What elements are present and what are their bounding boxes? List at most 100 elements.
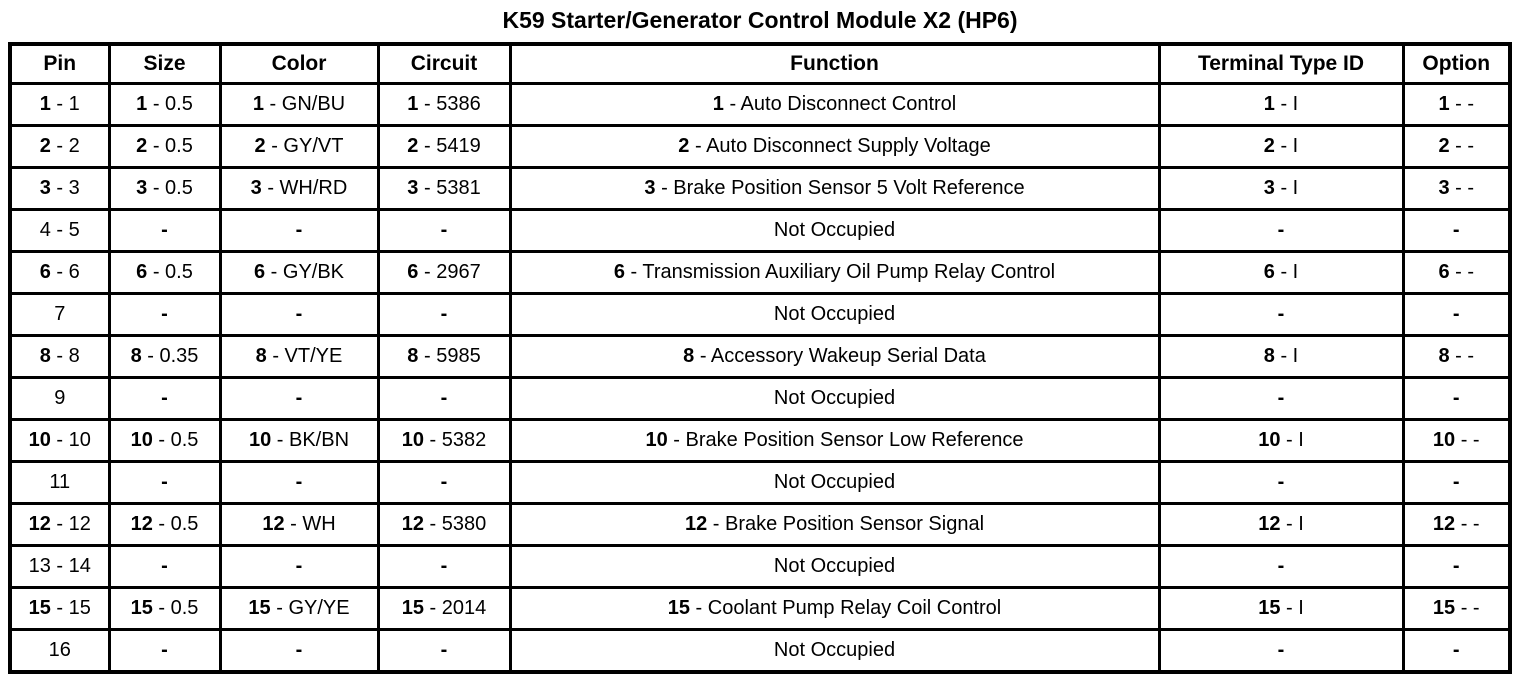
cell-terminal-type-id: 10 - I (1157, 418, 1405, 463)
cell-terminal-type-id: - (1157, 544, 1405, 589)
cell-function: 10 - Brake Position Sensor Low Reference (508, 418, 1161, 463)
cell-size: - (107, 376, 222, 421)
pinout-table: Pin Size Color Circuit Function Terminal… (8, 42, 1512, 674)
col-header-color: Color (218, 42, 380, 85)
cell-color: 8 - VT/YE (218, 334, 380, 379)
cell-function: Not Occupied (508, 628, 1161, 674)
cell-pin: 16 (8, 628, 111, 674)
col-header-pin: Pin (8, 42, 111, 85)
cell-function: 3 - Brake Position Sensor 5 Volt Referen… (508, 166, 1161, 211)
cell-terminal-type-id: 3 - I (1157, 166, 1405, 211)
cell-circuit: - (376, 208, 512, 253)
cell-color: - (218, 544, 380, 589)
cell-terminal-type-id: - (1157, 376, 1405, 421)
cell-circuit: - (376, 544, 512, 589)
cell-function: Not Occupied (508, 292, 1161, 337)
header-row: Pin Size Color Circuit Function Terminal… (8, 42, 1512, 85)
cell-size: - (107, 544, 222, 589)
cell-size: - (107, 208, 222, 253)
cell-option: - (1401, 376, 1512, 421)
cell-pin: 4 - 5 (8, 208, 111, 253)
cell-size: 1 - 0.5 (107, 82, 222, 127)
cell-pin: 7 (8, 292, 111, 337)
table-row: 6 - 6 6 - 0.5 6 - GY/BK 6 - 2967 6 - Tra… (8, 250, 1512, 295)
col-header-function: Function (508, 42, 1161, 85)
cell-function: 1 - Auto Disconnect Control (508, 82, 1161, 127)
page-title: K59 Starter/Generator Control Module X2 … (502, 7, 1018, 33)
table-row: 12 - 12 12 - 0.5 12 - WH 12 - 5380 12 - … (8, 502, 1512, 547)
cell-terminal-type-id: - (1157, 460, 1405, 505)
cell-color: 15 - GY/YE (218, 586, 380, 631)
cell-pin: 3 - 3 (8, 166, 111, 211)
cell-option: 2 - - (1401, 124, 1512, 169)
cell-pin: 8 - 8 (8, 334, 111, 379)
col-header-option: Option (1401, 42, 1512, 85)
cell-option: 6 - - (1401, 250, 1512, 295)
cell-size: - (107, 628, 222, 674)
cell-pin: 9 (8, 376, 111, 421)
cell-color: - (218, 460, 380, 505)
cell-pin: 10 - 10 (8, 418, 111, 463)
cell-circuit: - (376, 628, 512, 674)
table-row: 1 - 1 1 - 0.5 1 - GN/BU 1 - 5386 1 - Aut… (8, 82, 1512, 127)
cell-size: - (107, 292, 222, 337)
cell-color: - (218, 208, 380, 253)
cell-function: 12 - Brake Position Sensor Signal (508, 502, 1161, 547)
cell-option: 12 - - (1401, 502, 1512, 547)
col-header-size: Size (107, 42, 222, 85)
cell-terminal-type-id: - (1157, 208, 1405, 253)
cell-circuit: 12 - 5380 (376, 502, 512, 547)
cell-size: 2 - 0.5 (107, 124, 222, 169)
table-row: 8 - 8 8 - 0.35 8 - VT/YE 8 - 5985 8 - Ac… (8, 334, 1512, 379)
cell-option: 15 - - (1401, 586, 1512, 631)
table-row: 16 - - - Not Occupied - - (8, 628, 1512, 674)
cell-function: Not Occupied (508, 460, 1161, 505)
cell-function: 8 - Accessory Wakeup Serial Data (508, 334, 1161, 379)
cell-color: 6 - GY/BK (218, 250, 380, 295)
cell-option: - (1401, 628, 1512, 674)
cell-function: 6 - Transmission Auxiliary Oil Pump Rela… (508, 250, 1161, 295)
cell-circuit: - (376, 376, 512, 421)
table-row: 3 - 3 3 - 0.5 3 - WH/RD 3 - 5381 3 - Bra… (8, 166, 1512, 211)
cell-circuit: 2 - 5419 (376, 124, 512, 169)
cell-pin: 12 - 12 (8, 502, 111, 547)
cell-option: 3 - - (1401, 166, 1512, 211)
cell-option: 1 - - (1401, 82, 1512, 127)
cell-terminal-type-id: 15 - I (1157, 586, 1405, 631)
cell-circuit: 3 - 5381 (376, 166, 512, 211)
cell-color: - (218, 376, 380, 421)
cell-pin: 11 (8, 460, 111, 505)
cell-terminal-type-id: 8 - I (1157, 334, 1405, 379)
cell-size: 15 - 0.5 (107, 586, 222, 631)
cell-pin: 13 - 14 (8, 544, 111, 589)
cell-terminal-type-id: 12 - I (1157, 502, 1405, 547)
cell-circuit: - (376, 460, 512, 505)
cell-color: 10 - BK/BN (218, 418, 380, 463)
table-row: 2 - 2 2 - 0.5 2 - GY/VT 2 - 5419 2 - Aut… (8, 124, 1512, 169)
cell-function: Not Occupied (508, 544, 1161, 589)
cell-circuit: 8 - 5985 (376, 334, 512, 379)
cell-pin: 1 - 1 (8, 82, 111, 127)
table-row: 10 - 10 10 - 0.5 10 - BK/BN 10 - 5382 10… (8, 418, 1512, 463)
cell-color: - (218, 292, 380, 337)
cell-pin: 15 - 15 (8, 586, 111, 631)
cell-option: 10 - - (1401, 418, 1512, 463)
col-header-terminal-type-id: Terminal Type ID (1157, 42, 1405, 85)
cell-function: 15 - Coolant Pump Relay Coil Control (508, 586, 1161, 631)
cell-size: 10 - 0.5 (107, 418, 222, 463)
cell-color: 12 - WH (218, 502, 380, 547)
col-header-circuit: Circuit (376, 42, 512, 85)
cell-size: 12 - 0.5 (107, 502, 222, 547)
cell-option: - (1401, 544, 1512, 589)
cell-option: - (1401, 292, 1512, 337)
table-row: 13 - 14 - - - Not Occupied - - (8, 544, 1512, 589)
cell-size: 8 - 0.35 (107, 334, 222, 379)
cell-size: 3 - 0.5 (107, 166, 222, 211)
table-row: 15 - 15 15 - 0.5 15 - GY/YE 15 - 2014 15… (8, 586, 1512, 631)
table-body: 1 - 1 1 - 0.5 1 - GN/BU 1 - 5386 1 - Aut… (8, 82, 1512, 674)
cell-terminal-type-id: 2 - I (1157, 124, 1405, 169)
cell-circuit: - (376, 292, 512, 337)
cell-color: 3 - WH/RD (218, 166, 380, 211)
cell-size: 6 - 0.5 (107, 250, 222, 295)
